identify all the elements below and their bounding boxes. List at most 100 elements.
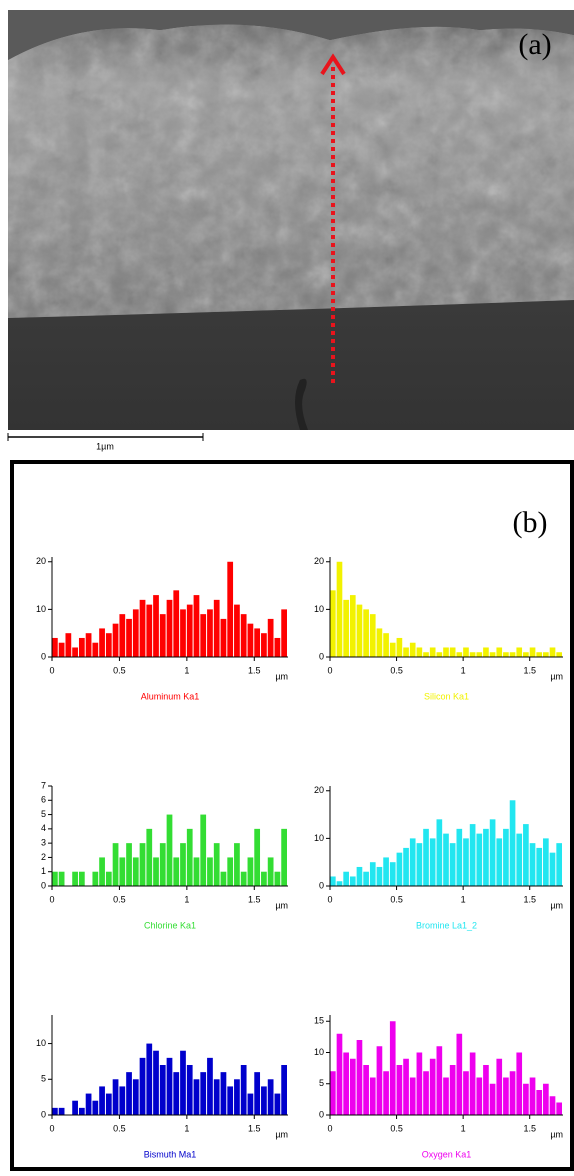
- bar: [132, 609, 139, 657]
- bar: [369, 862, 376, 886]
- bar: [159, 1065, 166, 1115]
- bar: [423, 828, 429, 886]
- y-tick-label: 4: [41, 823, 46, 833]
- y-tick-label: 20: [314, 556, 324, 566]
- bar: [132, 857, 139, 886]
- bar: [429, 647, 436, 657]
- bar: [112, 1079, 119, 1115]
- bar: [186, 1065, 193, 1115]
- x-tick-label: 0: [327, 1123, 332, 1133]
- bar: [247, 857, 254, 886]
- bar: [463, 838, 469, 886]
- bar: [220, 871, 227, 886]
- bar: [166, 1057, 173, 1115]
- y-tick-label: 10: [314, 833, 324, 843]
- bar: [227, 1086, 234, 1115]
- bar: [403, 1058, 409, 1115]
- bar: [105, 633, 112, 657]
- bar: [193, 1079, 200, 1115]
- bar: [356, 604, 363, 657]
- bar: [496, 1058, 503, 1115]
- bar: [416, 647, 423, 657]
- bar: [476, 1077, 483, 1115]
- bar: [543, 838, 549, 886]
- bar: [456, 652, 463, 657]
- x-tick-label: 1.5: [523, 894, 536, 904]
- scale-bar-label: 1µm: [96, 441, 114, 451]
- bar: [396, 852, 403, 886]
- bar: [119, 857, 126, 886]
- chart-title: Bromine La1_2: [416, 920, 477, 930]
- y-tick-label: 0: [41, 1109, 46, 1119]
- bar: [536, 652, 543, 657]
- bar: [516, 833, 523, 886]
- bar: [330, 876, 336, 886]
- bar: [489, 652, 496, 657]
- bar: [549, 647, 556, 657]
- panel-label: (b): [513, 506, 548, 539]
- bar: [112, 843, 119, 886]
- bar: [556, 843, 562, 886]
- bar: [396, 637, 403, 657]
- bar: [173, 590, 180, 657]
- bar: [227, 561, 234, 657]
- bar: [543, 1083, 549, 1115]
- x-axis-label: µm: [275, 900, 288, 910]
- bar: [85, 1093, 92, 1115]
- bar: [281, 609, 287, 657]
- bar: [523, 1083, 529, 1115]
- bar: [409, 838, 416, 886]
- bar: [166, 814, 173, 886]
- x-tick-label: 0: [49, 665, 54, 675]
- bar: [463, 1071, 469, 1115]
- bar: [496, 838, 503, 886]
- bar: [416, 1052, 423, 1115]
- bar: [476, 833, 483, 886]
- chart-title: Bismuth Ma1: [144, 1149, 197, 1159]
- bar: [153, 857, 159, 886]
- x-axis-label: µm: [275, 671, 288, 681]
- bar: [274, 871, 281, 886]
- panel-label: (a): [518, 28, 551, 61]
- bar: [254, 1072, 261, 1115]
- bar: [443, 833, 449, 886]
- bar: [509, 800, 516, 886]
- bar: [99, 857, 105, 886]
- bar: [489, 1083, 496, 1115]
- bar: [146, 828, 153, 886]
- bar: [207, 1057, 213, 1115]
- x-axis-label: µm: [550, 671, 563, 681]
- bar: [247, 623, 254, 657]
- bar: [389, 862, 396, 886]
- bar: [523, 652, 529, 657]
- bar: [456, 1033, 463, 1115]
- bar: [139, 1057, 146, 1115]
- bar: [516, 647, 523, 657]
- bar: [556, 1102, 562, 1115]
- y-tick-label: 0: [319, 1109, 324, 1119]
- bar: [536, 1090, 543, 1115]
- bar: [543, 652, 549, 657]
- bar: [549, 852, 556, 886]
- x-tick-label: 0: [327, 894, 332, 904]
- bar: [363, 871, 369, 886]
- bar: [159, 843, 166, 886]
- bar: [363, 609, 369, 657]
- bar: [489, 819, 496, 886]
- bar: [207, 609, 213, 657]
- bar: [449, 1065, 456, 1115]
- bar: [436, 819, 443, 886]
- bar: [281, 828, 287, 886]
- bar: [349, 876, 356, 886]
- bar: [146, 1043, 153, 1115]
- y-tick-label: 1: [41, 866, 46, 876]
- bar: [403, 847, 409, 886]
- bar: [234, 843, 240, 886]
- bar: [207, 857, 213, 886]
- bar: [383, 857, 389, 886]
- bar: [173, 1072, 180, 1115]
- bar: [503, 1077, 509, 1115]
- x-tick-label: 0.5: [113, 894, 126, 904]
- y-tick-label: 2: [41, 852, 46, 862]
